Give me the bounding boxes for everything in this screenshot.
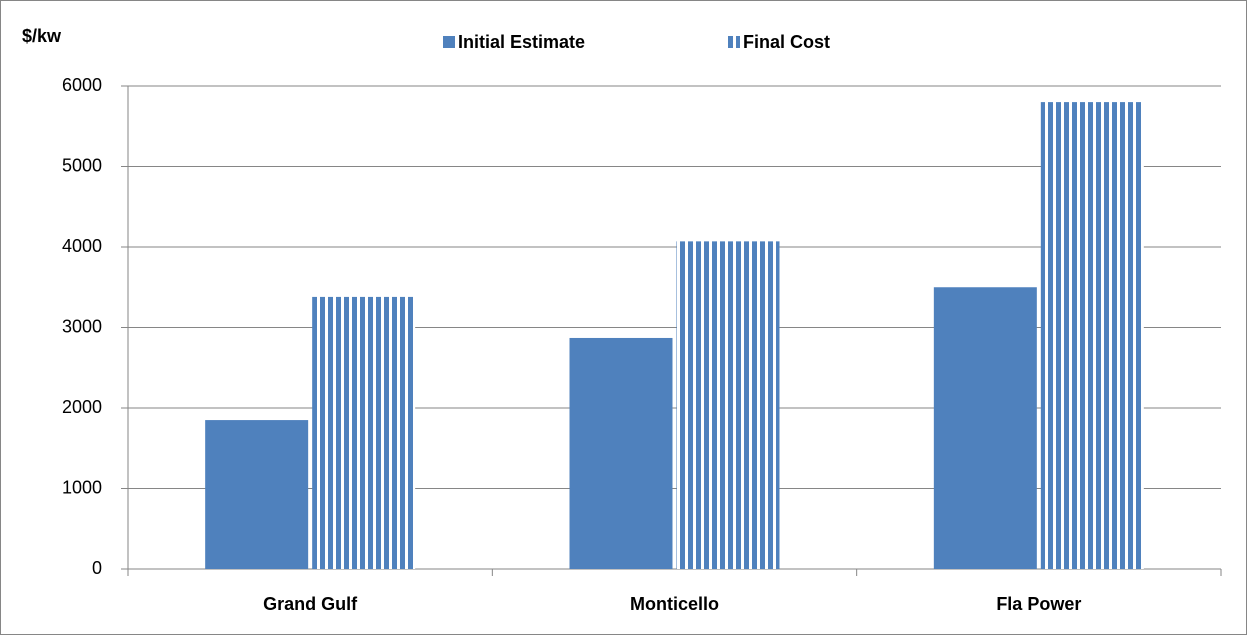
y-tick-label: 6000 bbox=[62, 75, 102, 95]
bar bbox=[205, 420, 309, 569]
bar bbox=[933, 287, 1037, 569]
bar bbox=[1040, 102, 1144, 569]
legend-swatch bbox=[443, 36, 455, 48]
legend-swatch bbox=[728, 36, 740, 48]
bar bbox=[569, 337, 673, 569]
legend-label: Final Cost bbox=[743, 32, 830, 52]
y-tick-label: 4000 bbox=[62, 236, 102, 256]
bar bbox=[312, 296, 416, 569]
y-tick-label: 2000 bbox=[62, 397, 102, 417]
y-tick-label: 0 bbox=[92, 558, 102, 578]
y-tick-label: 1000 bbox=[62, 477, 102, 497]
y-axis-label: $/kw bbox=[22, 26, 62, 46]
x-tick-label: Grand Gulf bbox=[263, 594, 358, 614]
x-tick-label: Monticello bbox=[630, 594, 719, 614]
y-tick-label: 3000 bbox=[62, 316, 102, 336]
x-tick-label: Fla Power bbox=[996, 594, 1081, 614]
legend-label: Initial Estimate bbox=[458, 32, 585, 52]
y-tick-label: 5000 bbox=[62, 155, 102, 175]
bar bbox=[676, 241, 780, 570]
